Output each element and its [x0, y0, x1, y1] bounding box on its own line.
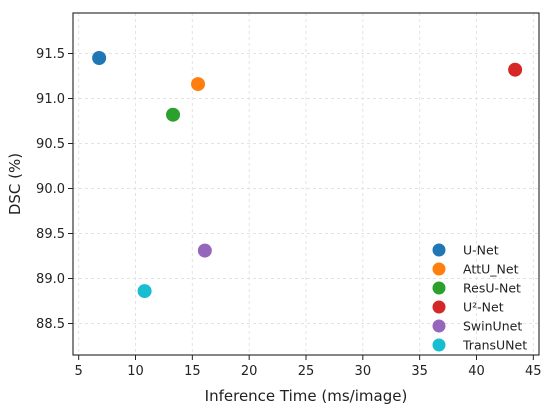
legend-marker: [432, 319, 446, 333]
x-axis-label: Inference Time (ms/image): [205, 387, 408, 405]
x-tick-label: 35: [411, 364, 428, 379]
y-tick-label: 90.0: [36, 182, 65, 197]
data-points: [92, 51, 523, 299]
data-point: [508, 62, 523, 77]
legend-marker: [432, 300, 446, 314]
legend-label: TransUNet: [462, 338, 527, 353]
y-tick-label: 90.5: [36, 137, 65, 152]
x-tick-label: 25: [298, 364, 315, 379]
legend: U-Net AttU_Net ResU-Net U²-Net SwinUnet Trans…: [432, 243, 527, 353]
grid: [73, 13, 539, 355]
legend-label: U-Net: [463, 243, 499, 258]
y-axis: 88.5 89.0 89.5 90.0 90.5 91.0 91.5: [36, 47, 73, 332]
data-point: [197, 243, 212, 258]
legend-label: AttU_Net: [463, 262, 519, 277]
legend-marker: [432, 262, 446, 276]
legend-label: U²-Net: [463, 300, 504, 315]
x-tick-label: 45: [525, 364, 542, 379]
y-tick-label: 91.5: [36, 47, 65, 62]
legend-label: ResU-Net: [463, 281, 521, 296]
y-tick-label: 91.0: [36, 92, 65, 107]
x-tick-label: 30: [355, 364, 372, 379]
x-tick-label: 10: [127, 364, 144, 379]
x-tick-label: 15: [184, 364, 201, 379]
data-point: [137, 284, 152, 299]
x-tick-label: 40: [468, 364, 485, 379]
y-tick-label: 88.5: [36, 317, 65, 332]
y-axis-label: DSC (%): [6, 153, 24, 215]
y-tick-label: 89.5: [36, 227, 65, 242]
legend-marker: [432, 281, 446, 295]
data-point: [191, 77, 206, 92]
data-point: [92, 51, 107, 65]
legend-marker: [432, 338, 446, 352]
y-tick-label: 89.0: [36, 272, 65, 287]
data-point: [166, 107, 181, 122]
legend-label: SwinUnet: [463, 319, 522, 334]
legend-marker: [432, 243, 446, 257]
x-tick-label: 5: [75, 364, 83, 379]
x-axis: 5 10 15 20 25 30 35 40 45: [75, 355, 542, 379]
x-tick-label: 20: [241, 364, 258, 379]
